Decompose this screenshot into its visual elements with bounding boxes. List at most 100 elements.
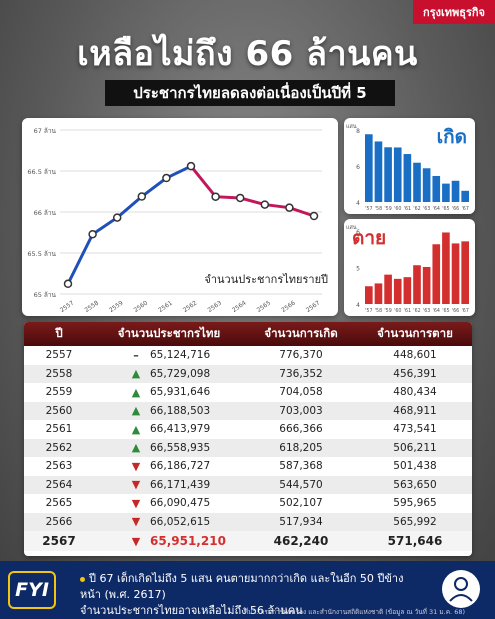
y-tick-label: 6	[356, 229, 360, 236]
bar	[413, 162, 421, 202]
cell-deaths: 501,438	[393, 460, 437, 473]
footer-line-2: จำนวนประชากรไทยอาจเหลือไม่ถึง 56 ล้านคน	[80, 604, 303, 617]
bar	[374, 283, 383, 304]
cell-births: 736,352	[279, 367, 323, 380]
bar	[393, 147, 402, 202]
header-population: จำนวนประชากรไทย	[117, 326, 221, 340]
cell-deaths: 480,434	[393, 386, 437, 399]
cell-deaths: 595,965	[393, 497, 437, 510]
x-tick-label: '64	[433, 308, 440, 314]
y-tick-label: 4	[356, 302, 360, 309]
bar	[451, 180, 460, 202]
x-tick-label: '60	[394, 308, 401, 314]
data-point	[63, 279, 73, 289]
bar	[451, 243, 460, 304]
bar	[432, 175, 441, 202]
cell-deaths: 468,911	[393, 404, 437, 417]
data-point	[137, 192, 147, 201]
y-unit-label: แสน	[346, 224, 357, 231]
bullet-icon	[80, 576, 85, 582]
footer: FYI ปี 67 เด็กเกิดไม่ถึง 5 แสน คนตายมากก…	[0, 561, 495, 619]
bar	[442, 183, 450, 202]
header-year: ปี	[55, 326, 63, 340]
header-deaths: จำนวนการตาย	[377, 326, 453, 340]
x-tick-label: '59	[384, 206, 391, 212]
population-value: 66,186,727	[150, 460, 211, 473]
x-tick-label: '63	[423, 308, 430, 314]
x-tick-label: 2557	[59, 299, 76, 314]
x-tick-label: '65	[442, 308, 449, 314]
data-point	[309, 211, 319, 221]
table-row: 2567 ▼ 65,951,210 462,240 571,646	[24, 531, 472, 551]
population-line-svg: 65 ล้าน 65.5 ล้าน 66 ล้าน 66.5 ล้าน 67 ล้าน 2…	[27, 127, 322, 314]
cell-deaths: 456,391	[393, 367, 437, 380]
data-point	[88, 229, 97, 239]
series-line-rising	[66, 164, 192, 285]
footer-line-1: ปี 67 เด็กเกิดไม่ถึง 5 แสน คนตายมากกว่าเ…	[80, 572, 404, 601]
x-tick-label: 2559	[108, 299, 125, 314]
bar	[422, 168, 431, 202]
population-value: 66,413,979	[150, 423, 211, 436]
bar	[413, 265, 421, 304]
cell-births: 462,240	[273, 534, 329, 548]
x-tick-label: '65	[442, 206, 449, 212]
cell-births: 517,934	[279, 515, 323, 528]
cell-population: ▼ 66,186,727	[94, 457, 244, 476]
population-value: 65,931,646	[150, 386, 211, 399]
table-row: 2557 –65,124,716 776,370 448,601	[24, 346, 472, 365]
table-row: 2565 ▼ 66,090,475 502,107 595,965	[24, 494, 472, 513]
x-tick-label: 2558	[83, 299, 100, 314]
cell-births: 703,003	[279, 404, 323, 417]
data-point	[186, 161, 196, 171]
cell-population: ▼ 66,052,615	[94, 513, 244, 532]
population-table: ปี จำนวนประชากรไทย จำนวนการเกิด จำนวนการ…	[24, 322, 472, 556]
x-tick-label: '66	[452, 308, 459, 314]
down-arrow-icon: ▼	[131, 496, 141, 510]
population-value: 65,729,098	[150, 367, 211, 380]
up-arrow-icon: ▲	[131, 422, 141, 436]
footer-note: ปี 67 เด็กเกิดไม่ถึง 5 แสน คนตายมากกว่าเ…	[80, 571, 420, 619]
table-row: 2564 ▼ 66,171,439 544,570 563,650	[24, 475, 472, 494]
cell-year: 2557	[45, 349, 73, 362]
y-tick-label: 67 ล้าน	[34, 127, 57, 135]
up-arrow-icon: ▲	[131, 441, 141, 455]
death-bar-chart: 4 5 6 แสน '57'58'59'60'61'62'63'64'65'66'67 …	[344, 219, 475, 316]
birth-chart-title: เกิด	[436, 126, 467, 148]
cell-year: 2558	[45, 367, 73, 380]
bar	[442, 232, 450, 304]
x-tick-label: '57	[365, 206, 372, 212]
cell-population: ▲ 65,729,098	[94, 365, 244, 384]
y-unit-label: แสน	[346, 123, 357, 130]
cell-population: ▲ 66,558,935	[94, 439, 244, 458]
bar	[461, 190, 469, 202]
x-tick-label: 2560	[133, 299, 150, 314]
cell-deaths: 448,601	[393, 349, 437, 362]
cell-deaths: 473,541	[393, 423, 437, 436]
cell-births: 502,107	[279, 497, 323, 510]
person-icon	[442, 570, 480, 608]
x-tick-label: '67	[461, 206, 468, 212]
x-tick-label: 2561	[157, 299, 174, 314]
cell-births: 587,368	[279, 460, 323, 473]
y-tick-label: 5	[356, 266, 360, 273]
table-row: 2563 ▼ 66,186,727 587,368 501,438	[24, 457, 472, 476]
population-value: 66,558,935	[150, 441, 211, 454]
cell-deaths: 565,992	[393, 515, 437, 528]
down-arrow-icon: ▼	[131, 459, 141, 473]
cell-population: ▲ 66,413,979	[94, 420, 244, 439]
bar	[403, 154, 412, 202]
x-tick-label: 2566	[280, 299, 297, 314]
death-chart-title: ตาย	[352, 227, 387, 249]
x-tick-label: '67	[461, 308, 468, 314]
y-tick-label: 65.5 ล้าน	[27, 250, 56, 258]
population-value: 66,090,475	[150, 497, 211, 510]
bar	[432, 244, 441, 304]
cell-births: 704,058	[279, 386, 323, 399]
cell-year: 2560	[45, 404, 73, 417]
y-tick-label: 6	[356, 164, 360, 171]
page-subtitle: ประชากรไทยลดลงต่อเนื่องเป็นปีที่ 5	[105, 80, 395, 106]
table-row: 2560 ▲ 66,188,503 703,003 468,911	[24, 401, 472, 420]
cell-population: ▲ 65,931,646	[94, 383, 244, 402]
